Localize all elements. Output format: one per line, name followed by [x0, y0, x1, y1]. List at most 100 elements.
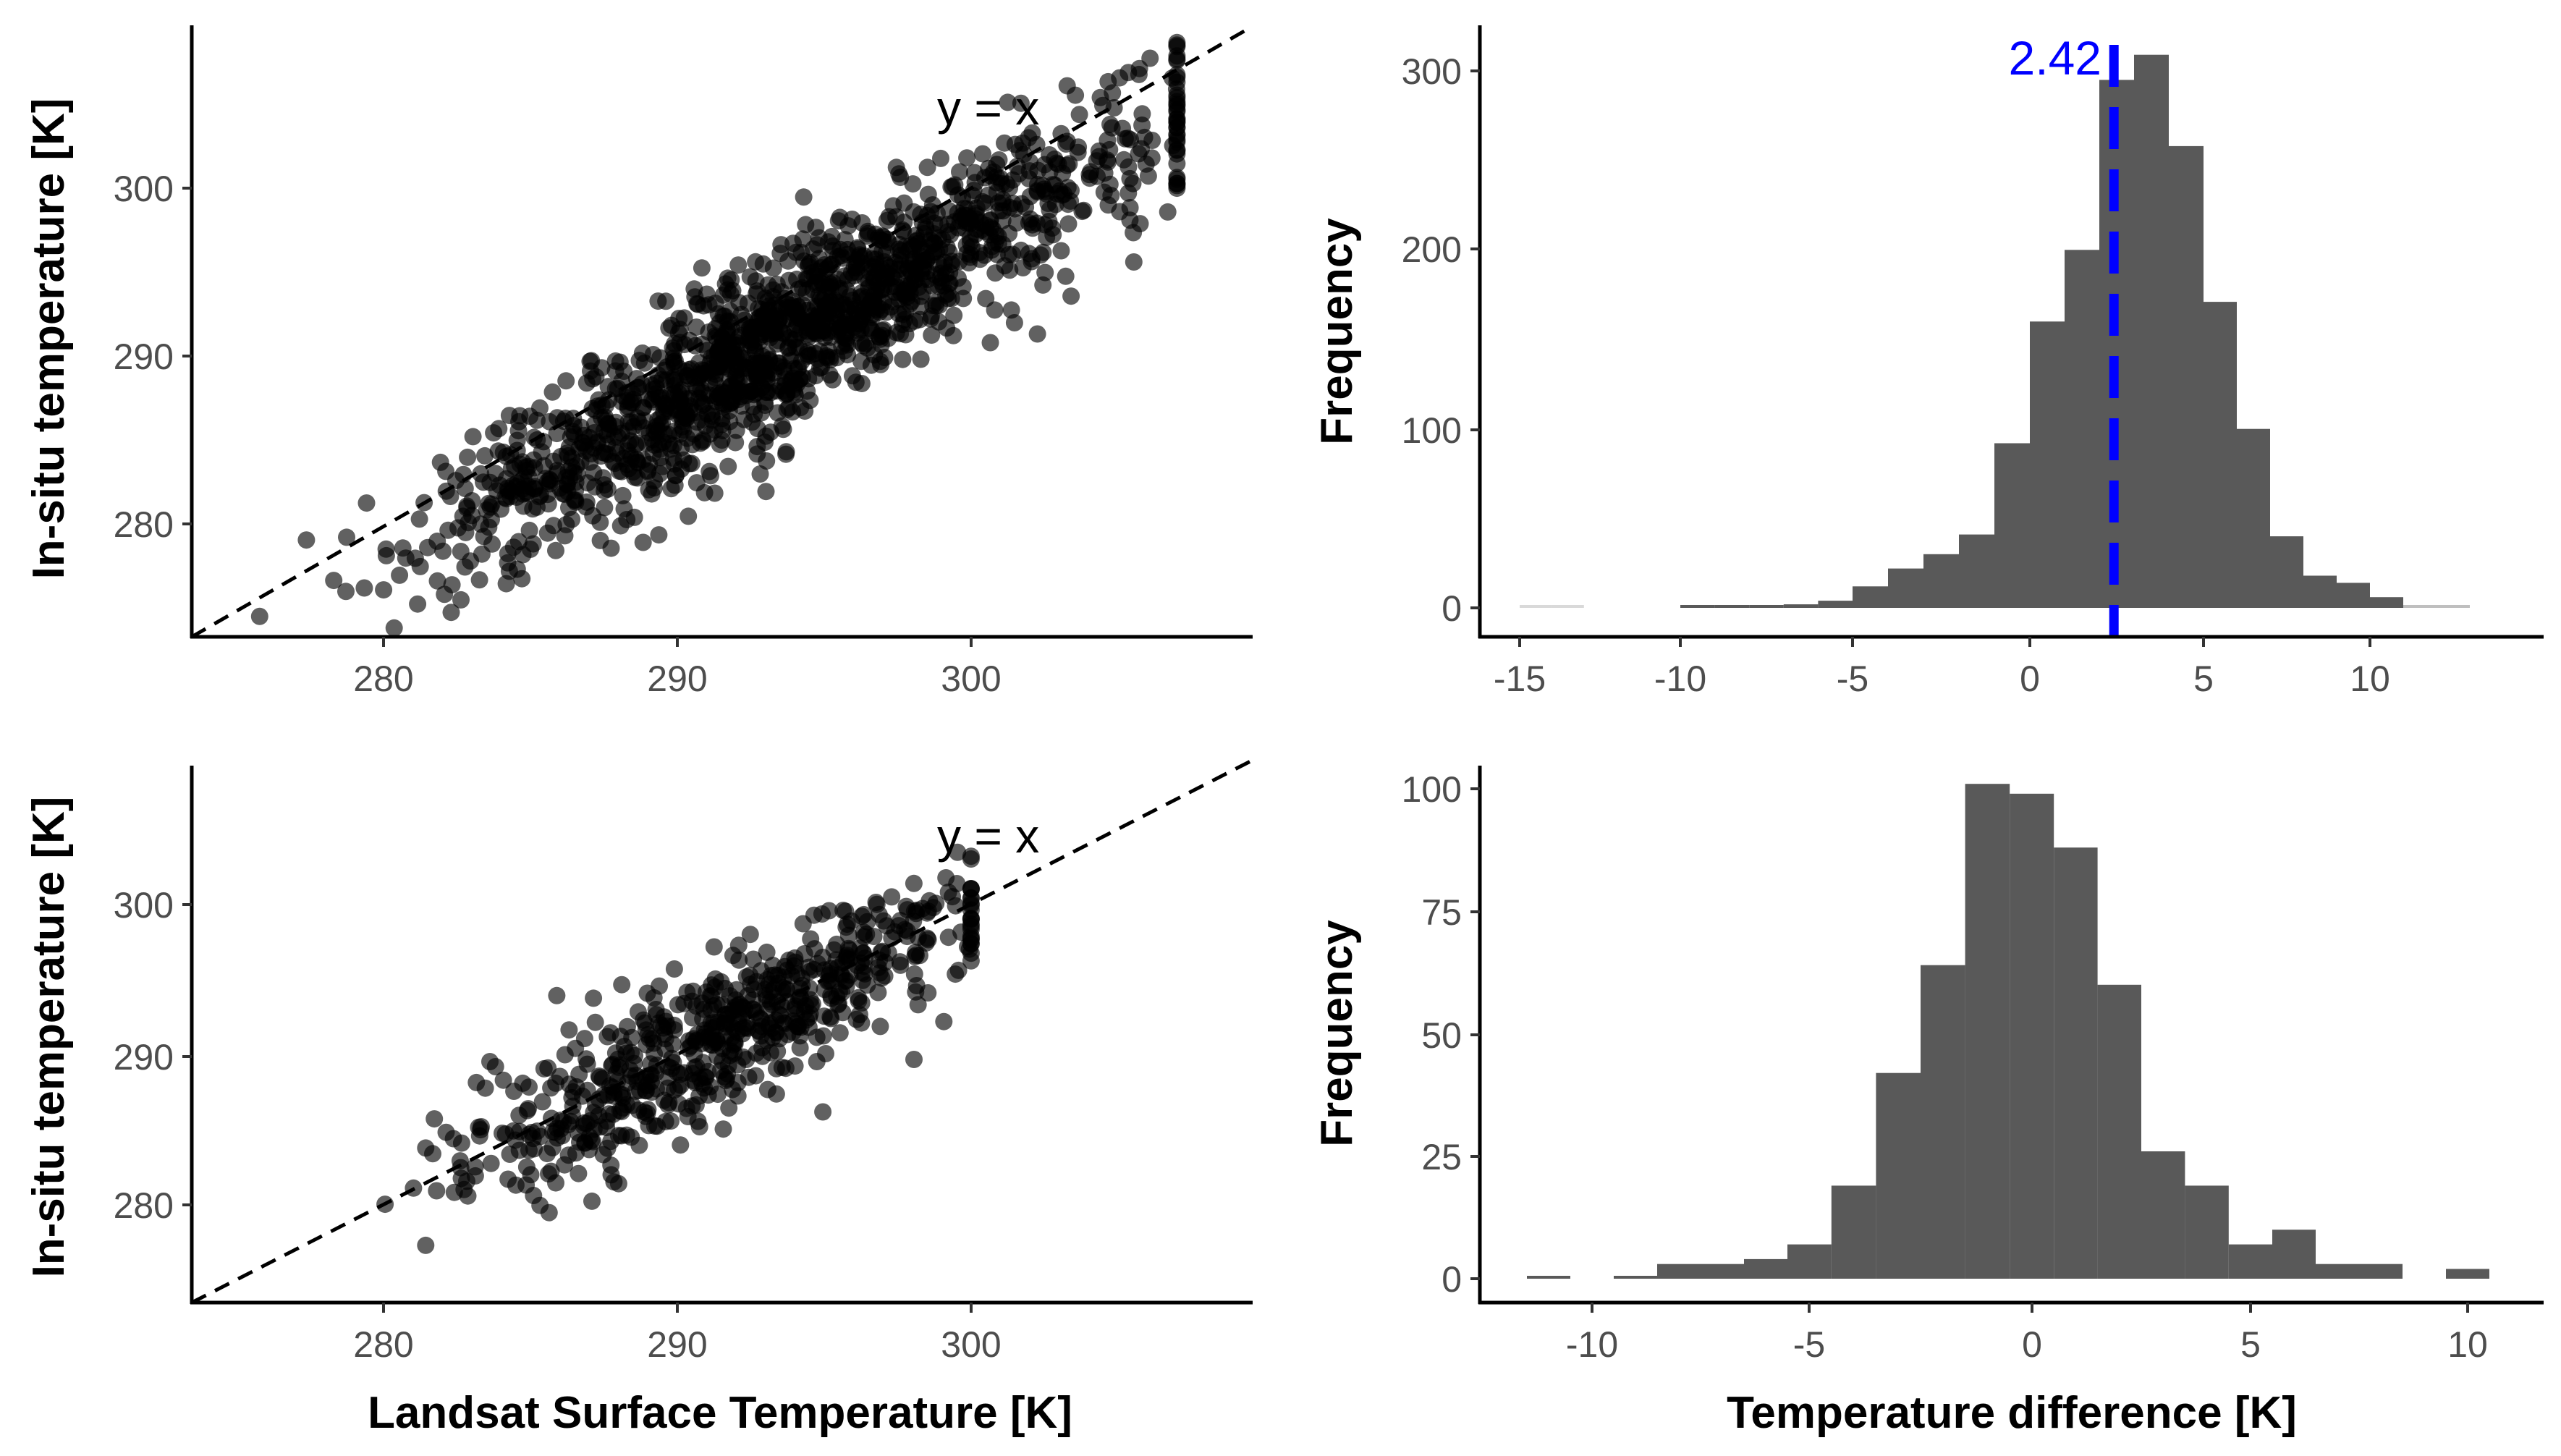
scatter-point [877, 303, 895, 321]
scatter-point [1020, 245, 1038, 263]
scatter-point [672, 1076, 690, 1094]
scatter-point [670, 310, 688, 327]
scatter-point [451, 1152, 469, 1170]
scatter-point [1039, 195, 1057, 212]
scatter-point [729, 1056, 747, 1074]
scatter-point [577, 498, 595, 516]
scatter-point [876, 349, 894, 366]
scatter-point [852, 994, 871, 1012]
histogram-bar [1787, 1244, 1832, 1279]
scatter-point [938, 319, 956, 337]
scatter-top-xtick-label-290: 290 [647, 659, 707, 699]
scatter-point [790, 1017, 808, 1036]
scatter-point [672, 1136, 690, 1154]
scatter-point [740, 1068, 758, 1086]
scatter-point [458, 1172, 475, 1190]
scatter-top-xtick-label-280: 280 [353, 659, 413, 699]
scatter-point [582, 362, 599, 380]
scatter-point [634, 533, 652, 551]
scatter-point [824, 371, 842, 389]
scatter-bottom-ytick-label-300: 300 [114, 885, 174, 926]
scatter-point [729, 256, 748, 274]
scatter-point [727, 433, 745, 452]
scatter-point [853, 971, 871, 989]
scatter-point [518, 1101, 536, 1119]
histogram-bar [1614, 1276, 1657, 1279]
scatter-point [1122, 131, 1140, 148]
scatter-point [717, 1070, 735, 1088]
scatter-point [606, 454, 624, 473]
scatter-point [470, 571, 488, 589]
scatter-point [480, 494, 498, 512]
scatter-point [721, 412, 739, 431]
hist-top-ytick-label-100: 100 [1402, 410, 1462, 451]
scatter-point [542, 1162, 560, 1180]
scatter-point [541, 412, 559, 431]
scatter-point [723, 394, 741, 412]
scatter-point [791, 1039, 809, 1057]
histogram-bar [2054, 847, 2098, 1279]
histogram-bar [2099, 80, 2134, 608]
scatter-bottom-xtick-label-280: 280 [353, 1324, 413, 1365]
scatter-point [706, 368, 724, 386]
scatter-point [751, 465, 769, 483]
scatter-point [656, 1041, 674, 1058]
scatter-point [831, 313, 849, 331]
scatter-point [852, 352, 871, 371]
scatter-point [730, 346, 748, 364]
scatter-point [777, 443, 795, 461]
scatter-point [821, 328, 839, 346]
scatter-point [543, 383, 562, 401]
scatter-point [727, 368, 745, 385]
scatter-point [912, 350, 930, 368]
scatter-point [918, 158, 936, 177]
histogram-bar [2030, 321, 2065, 608]
scatter-point [1057, 267, 1075, 285]
scatter-point [406, 549, 424, 567]
scatter-point [895, 213, 913, 232]
scatter-point [1070, 106, 1088, 124]
scatter-point [748, 285, 766, 303]
scatter-point [814, 1027, 832, 1045]
histogram-bar [2270, 536, 2303, 608]
scatter-point [747, 253, 765, 271]
scatter-point [593, 396, 611, 414]
scatter-point [1124, 174, 1142, 192]
scatter-point [1001, 261, 1019, 279]
scatter-point [839, 217, 858, 235]
scatter-point [839, 926, 858, 944]
scatter-point [957, 236, 975, 254]
scatter-point [694, 1054, 712, 1072]
scatter-point [912, 297, 930, 316]
scatter-point [656, 1112, 674, 1130]
histogram-bar [2237, 428, 2270, 608]
histogram-bar [2437, 605, 2470, 608]
hist-top-mean-label: 2.42 [2009, 31, 2101, 85]
scatter-point [325, 572, 343, 590]
scatter-point [858, 913, 876, 931]
histogram-bar [1783, 604, 1819, 608]
scatter-point [1005, 314, 1023, 331]
scatter-point [852, 1014, 871, 1032]
scatter-point [637, 1107, 655, 1125]
scatter-point [775, 362, 793, 380]
scatter-point [1130, 145, 1148, 163]
scatter-point [556, 1156, 574, 1174]
scatter-point [741, 926, 759, 944]
hist-top-y-axis-title: Frequency [1312, 218, 1362, 445]
scatter-point [871, 964, 889, 982]
scatter-point [645, 479, 663, 497]
scatter-point [535, 457, 553, 475]
scatter-point [657, 292, 675, 310]
scatter-point [768, 382, 786, 400]
hist-top-bars [1520, 54, 2470, 608]
scatter-bottom-y-axis-title: In-situ temperature [K] [24, 797, 74, 1278]
scatter-point [795, 188, 813, 206]
scatter-point [951, 163, 968, 181]
scatter-point [538, 524, 556, 542]
scatter-point [1133, 117, 1151, 134]
scatter-point [705, 938, 723, 956]
scatter-point [883, 888, 901, 906]
scatter-point [875, 321, 892, 339]
scatter-point [591, 531, 609, 549]
